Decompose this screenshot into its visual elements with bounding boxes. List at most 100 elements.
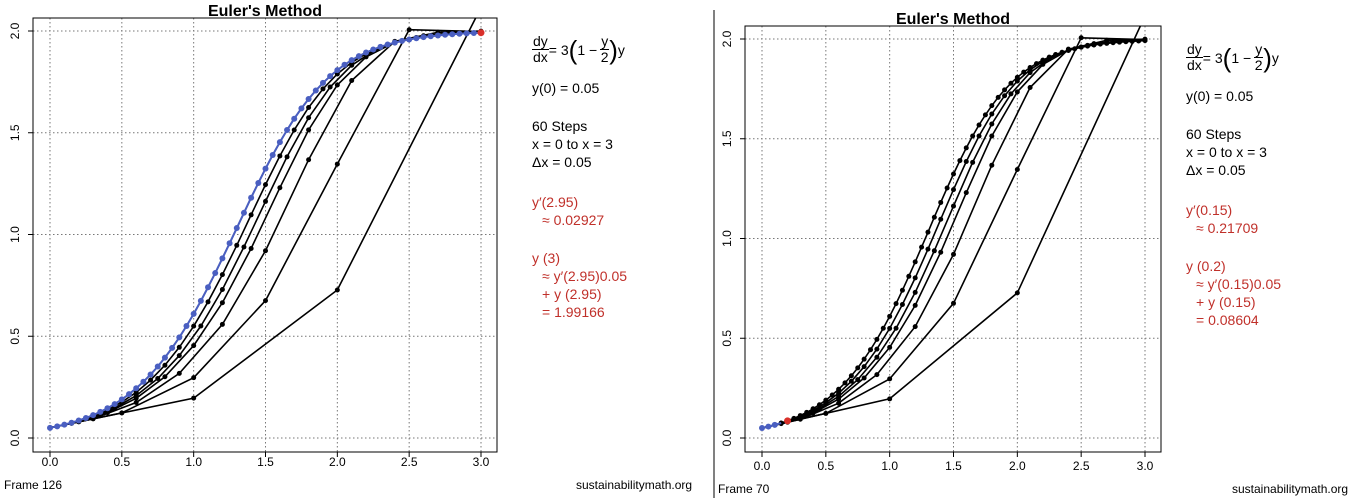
euler-point-3-steps [191,395,197,401]
euler-point-20-steps [155,375,161,381]
euler-point-3-steps [1143,13,1148,18]
euler-point-15-steps [219,300,225,306]
derivative-label: y′(0.15) [1186,202,1233,218]
euler-blue-point [341,61,348,68]
euler-point-60-steps [823,397,829,403]
euler-blue-point [398,37,405,44]
frame-label: Frame 126 [4,478,63,492]
euler-point-15-steps [963,190,969,196]
euler-point-30-steps [861,364,867,370]
next-y-line3: = 0.08604 [1196,312,1259,328]
euler-chart-right: Euler's Method 0.0 0.5 1.0 1.5 2.0 2.5 3.0 0.0 0.… [713,10,1162,498]
euler-point-20-steps [989,121,995,127]
euler-blue-point [456,30,463,37]
euler-point-6-steps [1014,166,1020,172]
x-tick-label: 2.0 [329,455,346,469]
next-y-line2: + y (2.95) [542,286,602,302]
initial-condition: y(0) = 0.05 [532,80,600,96]
euler-blue-point [126,391,133,398]
y-over-two-fraction: y 2 [1254,41,1264,73]
euler-point-6-steps [119,410,125,416]
euler-point-20-steps [263,198,268,204]
euler-blue-point [327,73,334,80]
euler-point-10-steps [836,400,842,406]
euler-blue-line [761,422,782,429]
euler-blue-point [348,57,355,64]
euler-blue-point [147,371,154,378]
euler-point-60-steps [868,347,874,353]
euler-blue-point [47,424,53,431]
euler-point-60-steps [1046,54,1052,60]
euler-point-20-steps [874,354,880,360]
euler-point-60-steps [1091,42,1097,48]
euler-point-60-steps [829,392,835,398]
euler-point-20-steps [893,325,899,331]
euler-point-60-steps [982,112,988,118]
chart-title: Euler's Method [896,11,1010,28]
euler-point-60-steps [1104,40,1110,46]
euler-blue-point [82,414,89,421]
euler-point-60-steps [919,244,925,250]
euler-point-60-steps [1142,38,1148,44]
euler-point-60-steps [951,171,956,177]
euler-point-6-steps [334,161,340,167]
euler-blue-point [118,396,125,403]
euler-blue-point [291,115,298,122]
euler-blue-point [377,43,384,50]
euler-blue-point [212,270,219,277]
y-tick-label: 2.0 [720,30,734,47]
euler-point-30-steps [874,346,880,352]
euler-point-20-steps [241,244,247,250]
euler-point-20-steps [306,115,312,121]
euler-blue-point [176,334,183,341]
steps-heading: 60 Steps [1186,126,1242,142]
euler-point-10-steps [1027,85,1033,91]
euler-point-60-steps [874,336,880,342]
x-tick-label: 2.0 [1009,459,1026,473]
euler-blue-point [759,425,765,432]
y-tick-label: 0.5 [720,330,734,347]
euler-point-30-steps [263,182,268,188]
euler-blue-point [190,310,197,317]
euler-point-10-steps [176,370,182,376]
euler-point-60-steps [810,406,816,412]
euler-point-30-steps [912,275,918,281]
euler-point-30-steps [162,362,168,368]
euler-point-60-steps [925,229,931,235]
plot-frame [744,25,1162,453]
euler-point-60-steps [836,386,842,392]
euler-blue-point [140,378,147,385]
euler-point-30-steps [1014,78,1020,84]
euler-point-15-steps [989,133,995,139]
euler-point-60-steps [1116,39,1122,45]
euler-point-60-steps [1008,80,1014,86]
euler-blue-point [255,179,262,186]
y-tick-label: 0.0 [720,429,734,446]
euler-point-15-steps [191,343,197,349]
euler-point-30-steps [234,242,240,248]
euler-point-60-steps [970,133,976,139]
x-tick-label: 0.0 [42,455,59,469]
side-info-right: dy dx = 3 ( 1 − y 2 ) y y(0) = 0.05 60 S… [1186,42,1281,329]
x-tick-label: 1.0 [185,455,202,469]
euler-point-30-steps [248,212,254,218]
euler-point-20-steps [284,154,290,160]
euler-blue-point [205,284,212,291]
euler-point-60-steps [1097,41,1103,47]
euler-blue-point [463,30,470,37]
euler-blue-point [434,32,441,39]
delta-x: Δx = 0.05 [1186,162,1246,178]
euler-point-30-steps [951,187,956,193]
plot-frame [32,17,498,453]
euler-blue-point [133,385,140,392]
euler-panel-right: Euler's Method 0.0 0.5 1.0 1.5 2.0 2.5 3.0 0.0 0.… [712,0,1358,500]
euler-point-60-steps [1027,65,1033,71]
euler-point-60-steps [1085,43,1091,49]
euler-point-60-steps [855,365,861,371]
euler-point-20-steps [1008,91,1014,97]
steps-heading: 60 Steps [532,118,588,134]
euler-blue-point [449,31,456,38]
euler-point-10-steps [989,162,995,168]
euler-blue-point [54,423,61,430]
euler-point-60-steps [963,145,969,151]
